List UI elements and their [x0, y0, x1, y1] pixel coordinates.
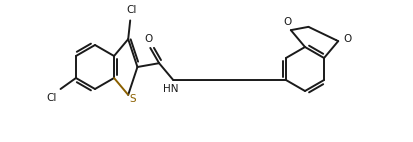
- Text: O: O: [283, 17, 291, 27]
- Text: S: S: [128, 94, 135, 104]
- Text: O: O: [144, 34, 152, 44]
- Text: HN: HN: [163, 84, 178, 94]
- Text: Cl: Cl: [126, 5, 136, 15]
- Text: Cl: Cl: [46, 93, 57, 103]
- Text: O: O: [342, 34, 351, 44]
